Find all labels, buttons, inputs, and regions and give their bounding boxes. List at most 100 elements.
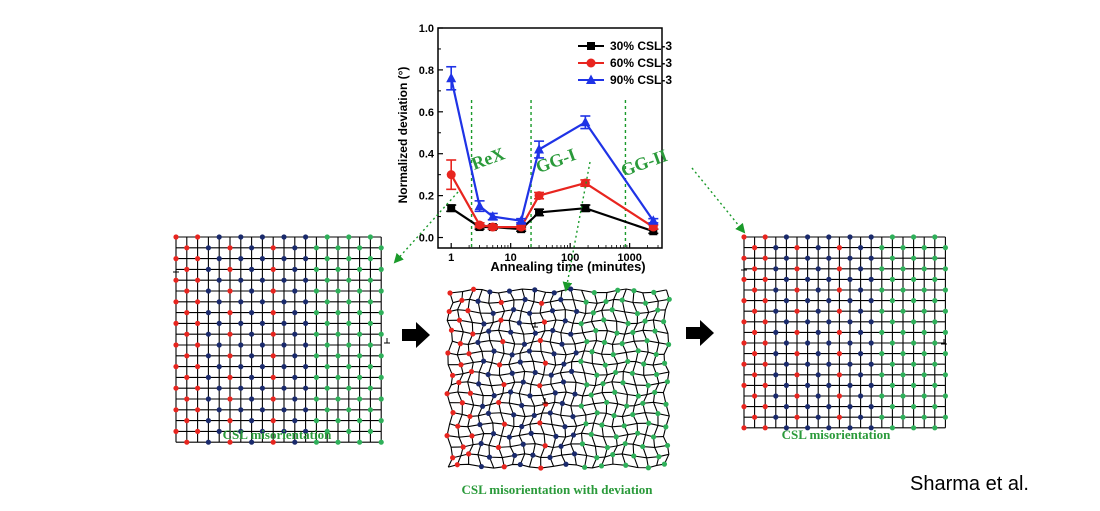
data-point [474, 200, 485, 211]
series-circle [446, 159, 659, 232]
lattice-site [599, 422, 605, 428]
lattice-site [520, 441, 526, 447]
lattice-site [216, 428, 222, 434]
lattice-line [539, 292, 547, 469]
lattice-panel-right [741, 234, 949, 431]
lattice-site [826, 425, 832, 431]
lattice-site [603, 298, 609, 305]
lattice-site [815, 329, 821, 335]
lattice-site [303, 256, 309, 262]
lattice-site [868, 361, 874, 367]
lattice-site [548, 372, 554, 378]
lattice-site [292, 396, 298, 402]
lattice-site [773, 245, 779, 251]
lattice-site [292, 374, 298, 380]
lattice-site [173, 364, 179, 370]
lattice-site [537, 383, 543, 389]
lattice-site [470, 331, 476, 337]
lattice-site [651, 289, 657, 295]
y-tick-label: 0.8 [419, 65, 434, 77]
lattice-site [539, 300, 545, 306]
lattice-site [568, 286, 574, 292]
lattice-site [367, 385, 373, 391]
lattice-site [762, 425, 768, 431]
lattice-site [773, 372, 779, 378]
lattice-line [580, 290, 588, 468]
lattice-site [550, 327, 556, 334]
legend-label: 30% CSL-3 [610, 39, 672, 53]
legend-label: 60% CSL-3 [610, 56, 672, 70]
lattice-site [879, 393, 885, 399]
lattice-line [449, 288, 667, 294]
data-point [586, 74, 596, 84]
lattice-site [583, 299, 589, 305]
lattice-site [487, 289, 493, 295]
lattice-site [227, 288, 233, 294]
lattice-site [588, 431, 594, 437]
lattice-site [741, 298, 747, 304]
lattice-site [313, 374, 319, 380]
lattice-site [752, 393, 758, 399]
lattice-site [868, 276, 874, 282]
lattice-site [227, 266, 233, 272]
lattice-site [900, 287, 906, 293]
lattice-panel-left [173, 234, 390, 445]
lattice-site [623, 462, 629, 468]
lattice-site [459, 297, 465, 303]
lattice-site [259, 428, 265, 434]
lattice-site [762, 319, 768, 325]
lattice-site [527, 310, 533, 316]
lattice-site [660, 319, 667, 325]
lattice-site [450, 455, 456, 461]
lattice-site [612, 389, 618, 395]
lattice-site [942, 329, 949, 335]
lattice-site [249, 331, 255, 337]
lattice-site [216, 299, 222, 305]
lattice-site [805, 319, 811, 325]
lattice-site [195, 277, 201, 283]
lattice-site [303, 385, 309, 391]
lattice-site [357, 331, 363, 337]
lattice-site [498, 299, 504, 305]
lattice-site [519, 423, 525, 430]
lattice-site [573, 350, 579, 356]
lattice-site [558, 443, 564, 449]
lattice-site [346, 256, 352, 262]
lattice-site [446, 308, 452, 315]
lattice-site [635, 393, 641, 399]
lattice-site [868, 255, 874, 261]
data-point [487, 211, 498, 221]
deviation-chart: 0.00.20.40.60.81.01 10 100 1000 ReX GG-I GG-I… [396, 23, 672, 274]
lattice-site [216, 364, 222, 370]
lattice-site [313, 288, 319, 294]
lattice-site [367, 407, 373, 413]
lattice-site [270, 374, 276, 380]
lattice-site [942, 351, 949, 357]
lattice-site [270, 245, 276, 251]
lattice-site [900, 308, 906, 314]
lattice-site [836, 351, 843, 357]
lattice-site [911, 382, 917, 388]
lattice-site [324, 342, 330, 348]
lattice-site [568, 368, 575, 375]
lattice-site [752, 287, 758, 293]
lattice-site [456, 317, 463, 323]
lattice-site [553, 433, 559, 439]
y-tick-label: 1.0 [419, 23, 434, 35]
lattice-site [602, 362, 608, 368]
lattice-site [646, 420, 652, 426]
lattice-site [184, 310, 190, 316]
lattice-site [238, 385, 244, 391]
lattice-site [611, 413, 617, 419]
lattice-site [367, 320, 373, 326]
lattice-site [655, 410, 661, 417]
lattice-line [559, 290, 567, 465]
lattice-site [932, 234, 938, 240]
lattice-site [826, 382, 832, 388]
lattice-site [805, 382, 811, 388]
lattice-site [184, 418, 190, 424]
lattice-site [879, 287, 885, 293]
lattice-site [932, 404, 938, 410]
lattice-site [911, 276, 917, 282]
lattice-site [346, 342, 352, 348]
